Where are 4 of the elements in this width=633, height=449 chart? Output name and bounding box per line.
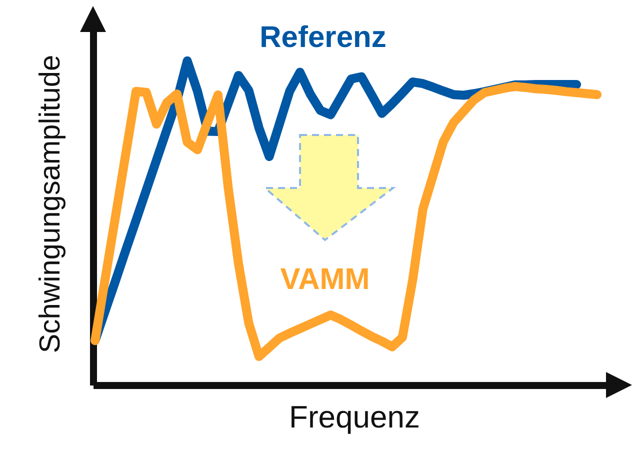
series-label: VAMM [280, 263, 370, 296]
y-axis-title: Schwingungsamplitude [34, 54, 66, 354]
x-axis-title: Frequenz [289, 400, 420, 434]
series-label: Referenz [260, 21, 386, 54]
